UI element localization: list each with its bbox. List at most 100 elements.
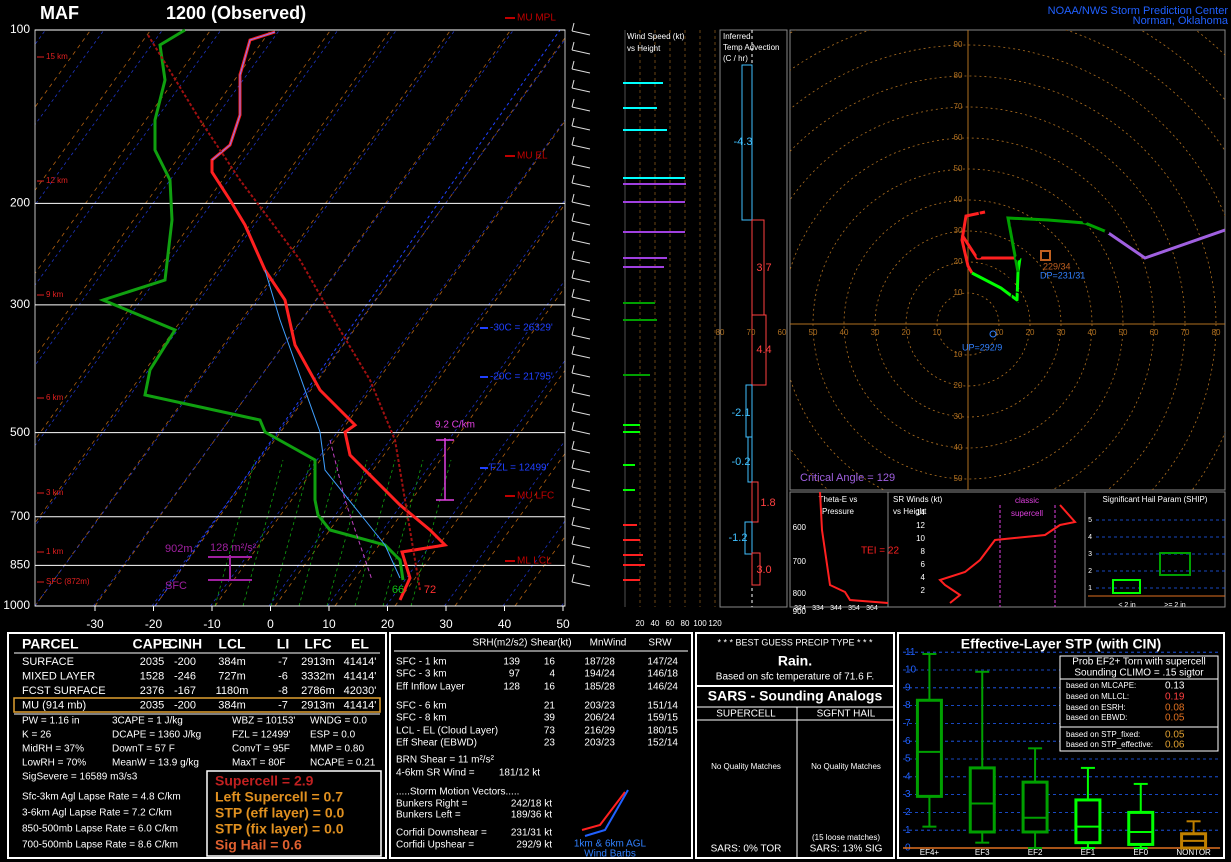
label: 181/12 kt bbox=[499, 768, 540, 779]
tick: 4 bbox=[921, 573, 926, 582]
speed-tick: 60 bbox=[666, 619, 675, 628]
label: 80 bbox=[1212, 328, 1221, 337]
label: Based on sfc temperature of 71.6 F. bbox=[716, 672, 874, 683]
barb bbox=[571, 220, 591, 226]
label: classic bbox=[1015, 496, 1039, 505]
hodo-point-label: 7 bbox=[1083, 209, 1088, 218]
table-cell: -7 bbox=[278, 699, 288, 711]
label: < 2 in bbox=[1118, 602, 1135, 609]
label: 20 bbox=[902, 328, 911, 337]
hodo-point bbox=[1005, 207, 1011, 213]
hodo-point-label: 1 bbox=[978, 245, 983, 254]
pressure-label: 300 bbox=[10, 297, 30, 311]
label: 1km & 6km AGL bbox=[574, 839, 647, 850]
table-cell: 2913m bbox=[301, 699, 335, 711]
level-label: ML LCL bbox=[517, 556, 552, 567]
label: Eff Inflow Layer bbox=[396, 682, 465, 693]
barb bbox=[571, 87, 591, 93]
label: Effective-Layer STP (with CIN) bbox=[961, 636, 1161, 652]
table-cell: 151/14 bbox=[647, 701, 678, 712]
label: 60 bbox=[778, 328, 787, 337]
tick: 10 bbox=[916, 534, 925, 543]
table-header: LFC bbox=[304, 636, 331, 652]
level-label: MU EL bbox=[517, 151, 548, 162]
table-cell: 42030' bbox=[344, 685, 377, 697]
temp-label: -20 bbox=[145, 617, 163, 631]
hodograph-frame bbox=[789, 29, 1226, 491]
label: 902m bbox=[165, 543, 193, 555]
index: K = 26 bbox=[22, 730, 52, 741]
frame bbox=[1084, 491, 1226, 608]
isotherm bbox=[210, 119, 565, 606]
label: 60 bbox=[1150, 328, 1159, 337]
hodo-segment bbox=[1106, 228, 1225, 260]
wetbulb-trace bbox=[264, 269, 401, 579]
label: 30 bbox=[954, 412, 963, 421]
table-cell: 146/24 bbox=[647, 682, 678, 693]
table-cell: 187/28 bbox=[584, 657, 615, 668]
table-header: LI bbox=[277, 636, 289, 652]
table-cell: 2035 bbox=[140, 699, 164, 711]
pressure-label: 850 bbox=[10, 558, 30, 572]
hodo-point bbox=[1104, 229, 1110, 235]
label: Temp Advection bbox=[723, 43, 779, 52]
index: LowRH = 70% bbox=[22, 758, 86, 769]
advection-value: -0.2 bbox=[732, 456, 751, 468]
label: 40 bbox=[840, 328, 849, 337]
box bbox=[1127, 810, 1155, 846]
label: 0.19 bbox=[1165, 692, 1185, 703]
x-tick-label: EF2 bbox=[1028, 848, 1043, 857]
y-tick-label: 1 bbox=[905, 825, 911, 836]
y-tick-label: 6 bbox=[905, 736, 911, 747]
table-cell: 16 bbox=[544, 657, 556, 668]
table-header: CAPE bbox=[133, 636, 172, 652]
ship-box bbox=[1112, 579, 1141, 594]
barb bbox=[571, 334, 591, 340]
label: based on ESRH: bbox=[1066, 703, 1126, 712]
label: 128 m²/s² bbox=[210, 542, 257, 554]
barb bbox=[571, 22, 575, 32]
pressure-label: 200 bbox=[10, 196, 30, 210]
barb bbox=[571, 326, 575, 336]
barb bbox=[571, 535, 575, 545]
table-cell: 97 bbox=[509, 669, 521, 680]
label: 80 bbox=[716, 328, 725, 337]
speed-tick: 120 bbox=[708, 619, 722, 628]
temp-label: 0 bbox=[267, 617, 274, 631]
barb bbox=[571, 364, 575, 374]
table-cell: 73 bbox=[544, 726, 556, 737]
barb bbox=[571, 315, 591, 321]
table-cell: 180/15 bbox=[647, 726, 678, 737]
isotherm bbox=[35, 30, 456, 606]
label: vs Height bbox=[627, 44, 661, 53]
isotherm bbox=[35, 30, 222, 286]
label: 10 bbox=[954, 350, 963, 359]
table-cell: -167 bbox=[174, 685, 196, 697]
hodo-point bbox=[1034, 210, 1040, 216]
y-tick-label: 7 bbox=[905, 718, 911, 729]
barb bbox=[571, 163, 591, 169]
index: MaxT = 80F bbox=[232, 758, 285, 769]
composite-box bbox=[206, 770, 382, 857]
table-header: Shear(kt) bbox=[530, 638, 571, 649]
barb bbox=[571, 497, 575, 507]
label: Prob EF2+ Torn with supercell bbox=[1072, 657, 1206, 668]
label: No Quality Matches bbox=[711, 762, 781, 771]
table-cell: 159/15 bbox=[647, 713, 678, 724]
index: ConvT = 95F bbox=[232, 744, 290, 755]
index: DownT = 57 F bbox=[112, 744, 175, 755]
speed-tick: 80 bbox=[681, 619, 690, 628]
advection-value: 3.7 bbox=[756, 262, 771, 274]
barb bbox=[571, 182, 591, 188]
label: 66 bbox=[392, 584, 404, 596]
index: MidRH = 37% bbox=[22, 744, 84, 755]
temp-label: -10 bbox=[203, 617, 221, 631]
index: PW = 1.16 in bbox=[22, 716, 80, 727]
frame bbox=[751, 552, 761, 586]
label: SR Winds (kt) bbox=[893, 495, 943, 504]
hodo-point bbox=[976, 253, 982, 259]
table-cell: 1528 bbox=[140, 670, 164, 682]
label: FZL = 12499' bbox=[490, 463, 549, 474]
x-tick-label: EF0 bbox=[1133, 848, 1148, 857]
label: based on EBWD: bbox=[1066, 713, 1127, 722]
